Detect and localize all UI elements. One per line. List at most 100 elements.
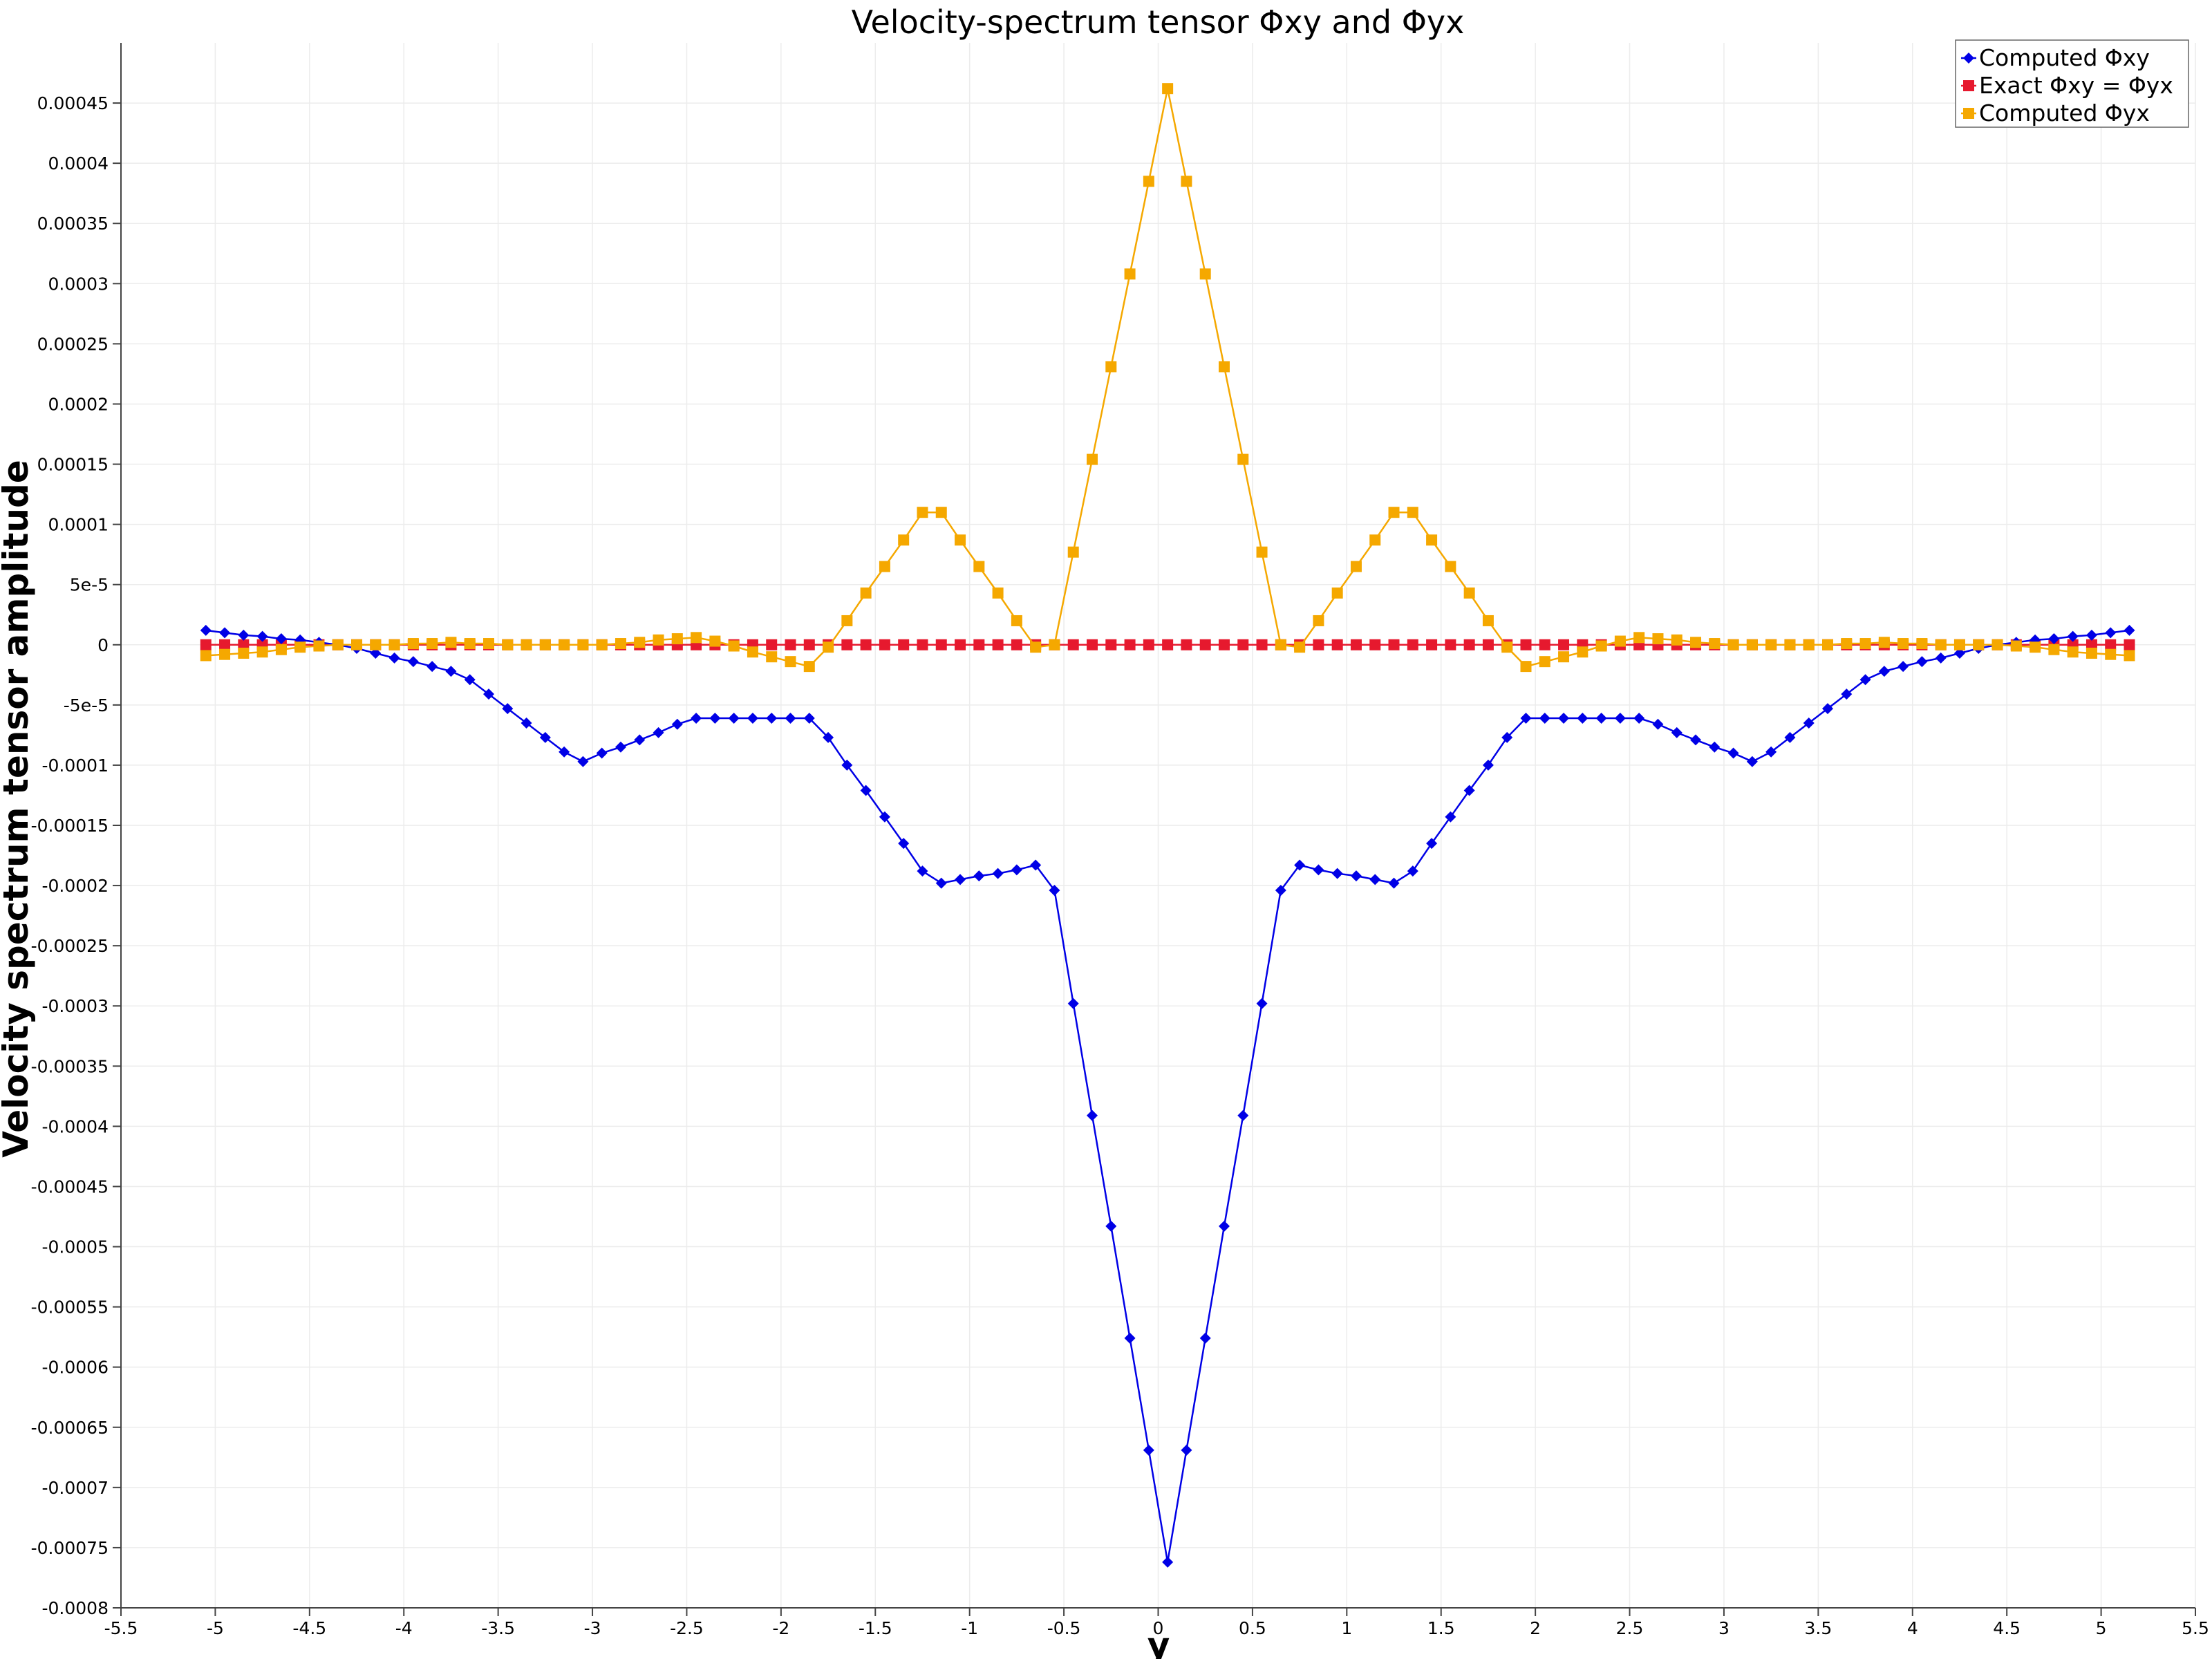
data-point bbox=[671, 718, 683, 730]
data-point bbox=[577, 756, 589, 767]
data-point bbox=[1652, 633, 1664, 645]
x-tick-label: -3 bbox=[584, 1618, 601, 1638]
data-point bbox=[1690, 734, 1702, 746]
data-point bbox=[860, 785, 872, 796]
x-tick-label: 0.5 bbox=[1239, 1618, 1266, 1638]
data-point bbox=[728, 713, 740, 724]
data-point bbox=[1426, 534, 1438, 546]
data-point bbox=[464, 674, 476, 686]
data-point bbox=[1256, 639, 1268, 650]
data-point bbox=[728, 640, 740, 652]
data-point bbox=[351, 639, 363, 650]
data-point bbox=[992, 587, 1004, 599]
data-point bbox=[1482, 759, 1494, 771]
data-point bbox=[1313, 615, 1324, 626]
x-tick-label: -3.5 bbox=[481, 1618, 515, 1638]
data-point bbox=[200, 639, 212, 650]
data-point bbox=[1087, 453, 1098, 465]
data-point bbox=[1765, 639, 1777, 650]
chart-title: Velocity-spectrum tensor Φxy and Φyx bbox=[852, 3, 1465, 41]
data-point bbox=[973, 639, 985, 650]
data-point bbox=[1388, 507, 1400, 518]
legend-swatch-marker bbox=[1963, 53, 1974, 64]
grid bbox=[120, 43, 2196, 1609]
data-point bbox=[1935, 639, 1947, 650]
data-point bbox=[275, 633, 287, 645]
data-point bbox=[1124, 1332, 1136, 1344]
data-point bbox=[898, 534, 910, 546]
data-point bbox=[1991, 639, 2003, 650]
data-point bbox=[1087, 639, 1098, 650]
data-point bbox=[1256, 546, 1268, 558]
data-point bbox=[1539, 656, 1550, 668]
data-point bbox=[1633, 713, 1645, 724]
data-point bbox=[615, 638, 626, 650]
data-point bbox=[1916, 638, 1928, 650]
y-tick-label: -0.0002 bbox=[42, 876, 109, 896]
x-tick-label: 1 bbox=[1341, 1618, 1352, 1638]
data-point bbox=[634, 637, 646, 648]
data-point bbox=[502, 703, 514, 715]
x-tick-label: 2.5 bbox=[1616, 1618, 1644, 1638]
data-point bbox=[1520, 713, 1532, 724]
series-2 bbox=[200, 83, 2135, 673]
data-point bbox=[1727, 639, 1739, 650]
data-point bbox=[1822, 639, 1834, 650]
data-point bbox=[1709, 741, 1721, 753]
data-point bbox=[1218, 1220, 1230, 1232]
data-point bbox=[955, 874, 966, 885]
data-point bbox=[577, 639, 589, 650]
data-point bbox=[1539, 713, 1550, 724]
y-tick-label: -0.00035 bbox=[31, 1056, 109, 1076]
y-tick-label: -0.00015 bbox=[31, 816, 109, 836]
data-point bbox=[917, 865, 928, 877]
data-point bbox=[1350, 870, 1362, 882]
data-point bbox=[1784, 639, 1796, 650]
x-axis-label: y bbox=[1147, 1625, 1170, 1659]
data-point bbox=[1350, 561, 1362, 572]
data-point bbox=[879, 639, 890, 650]
data-point bbox=[1162, 1556, 1174, 1568]
data-point bbox=[1727, 747, 1739, 759]
data-point bbox=[1878, 666, 1890, 677]
data-point bbox=[992, 868, 1004, 879]
data-point bbox=[1822, 703, 1834, 715]
data-point bbox=[879, 811, 890, 823]
data-point bbox=[1595, 640, 1607, 652]
data-point bbox=[238, 639, 250, 650]
data-point bbox=[1181, 639, 1192, 650]
data-point bbox=[1105, 1220, 1117, 1232]
y-tick-label: 0.0003 bbox=[48, 274, 109, 294]
data-point bbox=[1011, 615, 1022, 626]
data-point bbox=[1294, 641, 1306, 653]
data-point bbox=[238, 629, 250, 641]
data-point bbox=[935, 639, 947, 650]
x-tick-label: -1.5 bbox=[859, 1618, 892, 1638]
y-tick-label: -0.0005 bbox=[42, 1237, 109, 1257]
legend-entry: Computed Φyx bbox=[1979, 100, 2150, 126]
data-point bbox=[2048, 633, 2060, 645]
data-point bbox=[1841, 638, 1853, 650]
data-point bbox=[2030, 641, 2041, 653]
data-point bbox=[1765, 746, 1777, 758]
data-point bbox=[1841, 688, 1853, 700]
data-point bbox=[2067, 646, 2079, 658]
data-point bbox=[1897, 638, 1909, 650]
data-point bbox=[2105, 639, 2117, 650]
y-tick-label: 5e-5 bbox=[70, 575, 109, 595]
data-point bbox=[1784, 731, 1796, 743]
data-point bbox=[1313, 864, 1324, 876]
data-point bbox=[1463, 785, 1475, 796]
data-point bbox=[2124, 639, 2135, 650]
data-point bbox=[823, 641, 834, 653]
data-point bbox=[313, 640, 325, 652]
data-point bbox=[785, 639, 796, 650]
data-point bbox=[766, 639, 778, 650]
y-axis-label: Velocity spectrum tensor amplitude bbox=[0, 460, 36, 1158]
x-tick-label: 3.5 bbox=[1804, 1618, 1832, 1638]
x-tick-label: -5 bbox=[207, 1618, 224, 1638]
data-point bbox=[1558, 651, 1570, 663]
data-point bbox=[1953, 647, 1965, 659]
data-point bbox=[2010, 640, 2022, 652]
